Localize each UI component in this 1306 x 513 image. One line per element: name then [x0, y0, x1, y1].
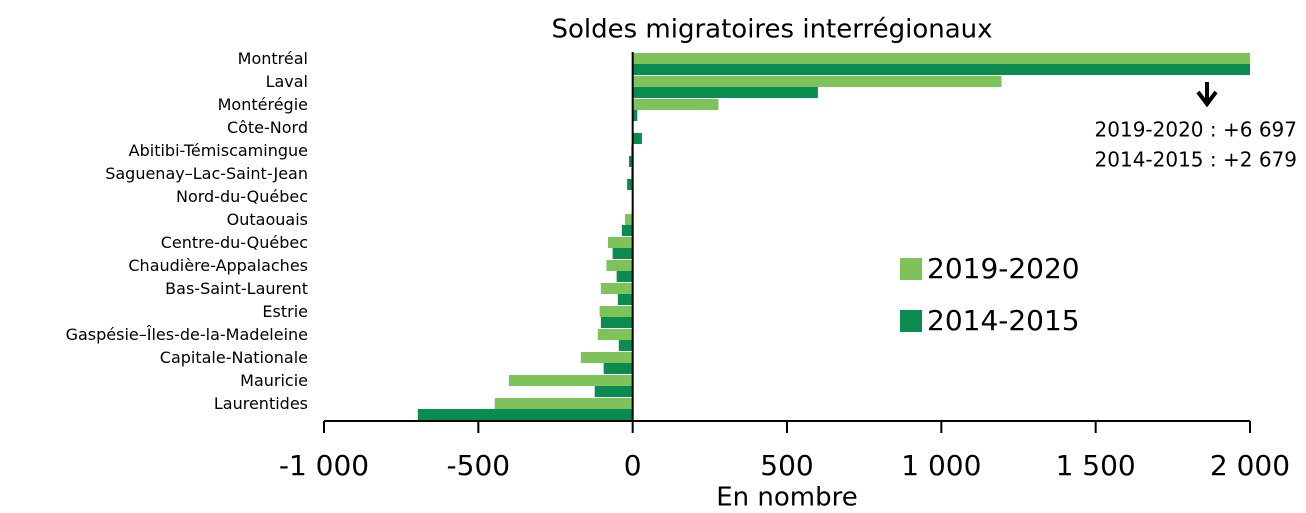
bar [612, 248, 633, 259]
x-tick-label: -500 [447, 449, 511, 482]
legend-swatch [900, 258, 922, 280]
bar [600, 283, 633, 294]
category-label: Montréal [238, 49, 308, 68]
annotation: 2019-2020 : +6 697 [1095, 118, 1297, 142]
category-label: Mauricie [240, 371, 308, 390]
x-tick-label: -1 000 [279, 449, 369, 482]
category-label: Montérégie [218, 95, 308, 114]
bar [508, 375, 633, 386]
annotation: 2014-2015 : +2 679 [1095, 148, 1297, 172]
category-label: Saguenay–Lac-Saint-Jean [105, 164, 308, 183]
category-label: Centre-du-Québec [161, 233, 308, 252]
legend-swatch [900, 310, 922, 332]
bar [617, 294, 633, 305]
bar [632, 53, 1250, 64]
bar [600, 317, 633, 328]
category-label: Laurentides [214, 394, 308, 413]
x-axis-label: En nombre [716, 483, 858, 513]
bar [632, 133, 642, 144]
category-label: Outaouais [227, 210, 308, 229]
bar [632, 76, 1002, 87]
arrow-head [1196, 90, 1218, 108]
bar [607, 237, 633, 248]
category-label: Laval [266, 72, 308, 91]
legend-label: 2014-2015 [927, 304, 1080, 337]
bar [624, 214, 633, 225]
x-tick-label: 2 000 [1210, 449, 1290, 482]
category-label: Nord-du-Québec [176, 187, 308, 206]
category-label: Abitibi-Témiscamingue [129, 141, 308, 160]
bar [632, 64, 1250, 75]
bar [494, 398, 633, 409]
bars [417, 53, 1250, 420]
bar [417, 409, 633, 420]
legend-label: 2019-2020 [927, 252, 1080, 285]
bar [628, 156, 633, 167]
bar [632, 110, 638, 121]
x-tick-label: 1 000 [901, 449, 981, 482]
chart-title: Soldes migratoires interrégionaux [551, 15, 992, 45]
bar [603, 363, 633, 374]
x-tick-label: 0 [624, 449, 642, 482]
bar [616, 271, 633, 282]
bar [594, 386, 633, 397]
bar [599, 306, 633, 317]
bar [632, 87, 818, 98]
bar [580, 352, 633, 363]
category-label: Côte-Nord [227, 118, 308, 137]
bar [632, 99, 719, 110]
bar [618, 340, 633, 351]
bar [606, 260, 633, 271]
x-tick-label: 1 500 [1056, 449, 1136, 482]
category-label: Gaspésie–Îles-de-la-Madeleine [66, 325, 308, 344]
x-tick-label: 500 [760, 449, 813, 482]
bar [627, 179, 633, 190]
bar [621, 225, 633, 236]
bar [597, 329, 633, 340]
category-label: Estrie [262, 302, 308, 321]
category-label: Capitale-Nationale [160, 348, 308, 367]
category-label: Bas-Saint-Laurent [165, 279, 308, 298]
category-label: Chaudière-Appalaches [128, 256, 308, 275]
